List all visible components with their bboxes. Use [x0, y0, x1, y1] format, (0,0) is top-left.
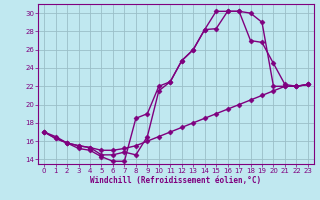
X-axis label: Windchill (Refroidissement éolien,°C): Windchill (Refroidissement éolien,°C) — [91, 176, 261, 185]
